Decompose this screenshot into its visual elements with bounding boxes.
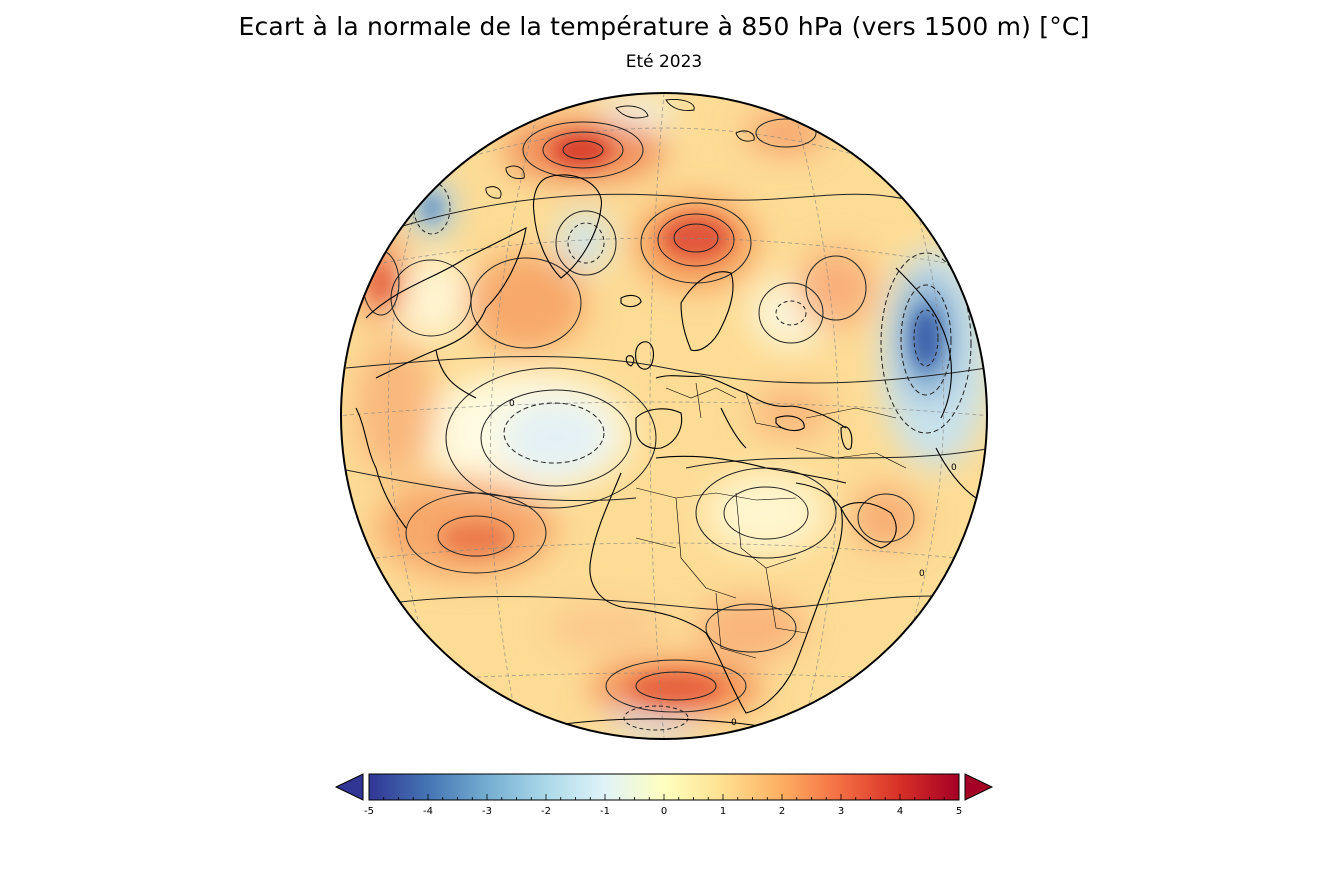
- colorbar-tick-label: 5: [956, 806, 962, 817]
- anomaly-field: [356, 99, 987, 736]
- map-subtitle: Eté 2023: [625, 52, 703, 72]
- colorbar-tick-label: -2: [541, 806, 551, 817]
- anomaly-cores: [371, 134, 940, 702]
- colorbar-tick-label: 3: [838, 806, 844, 817]
- map-title: Ecart à la normale de la température à 8…: [238, 12, 1090, 41]
- borders: [635, 382, 907, 659]
- colorbar: -5 -4 -3 -2 -1 0 1 2 3 4 5: [334, 773, 994, 817]
- contour-label: 0: [951, 463, 957, 473]
- contour-label: 0: [509, 399, 515, 409]
- colorbar-low-arrow: [334, 773, 364, 801]
- colorbar-tick-label: 1: [720, 806, 726, 817]
- colorbar-tick-label: 0: [661, 806, 667, 817]
- colorbar-tick-label: 2: [779, 806, 785, 817]
- colorbar-tick-label: -1: [600, 806, 610, 817]
- colorbar-tick-label: -4: [423, 806, 433, 817]
- colorbar-tick-label: -3: [482, 806, 492, 817]
- colorbar-ticks: -5 -4 -3 -2 -1 0 1 2 3 4 5: [364, 794, 962, 817]
- globe-outline: [340, 92, 988, 740]
- colorbar-high-arrow: [964, 773, 994, 801]
- contour-label: 0: [731, 718, 737, 728]
- colorbar-tick-label: -5: [364, 806, 374, 817]
- globe-map: 0 0 0 0: [340, 92, 988, 740]
- contour-label: 0: [919, 569, 925, 579]
- colorbar-tick-label: 4: [897, 806, 903, 817]
- graticule: [341, 93, 987, 739]
- arctic-islands: [485, 99, 755, 199]
